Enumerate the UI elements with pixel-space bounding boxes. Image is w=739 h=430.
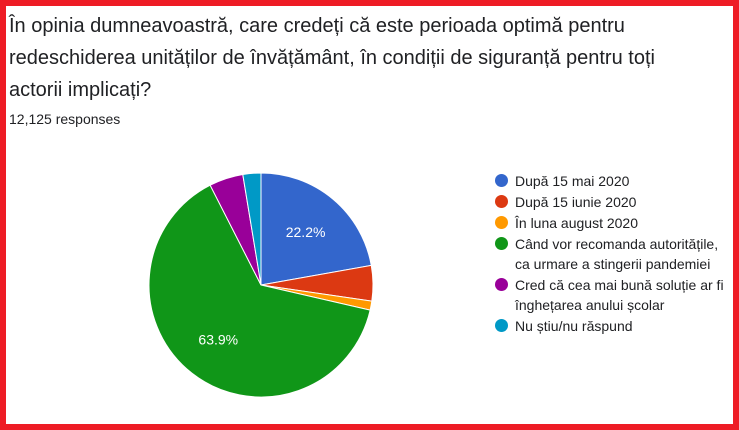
legend-dot-icon xyxy=(495,174,508,187)
pie-slice-1 xyxy=(260,172,372,286)
legend-dot-icon xyxy=(495,216,508,229)
legend-item-3[interactable]: În luna august 2020 xyxy=(495,213,725,233)
legend-item-2[interactable]: După 15 iunie 2020 xyxy=(495,192,725,212)
legend-item-5[interactable]: Cred că cea mai bună soluție ar fi înghe… xyxy=(495,275,725,315)
legend-item-6[interactable]: Nu știu/nu răspund xyxy=(495,316,725,336)
legend-item-1[interactable]: După 15 mai 2020 xyxy=(495,171,725,191)
question-title: În opinia dumneavoastră, care credeți că… xyxy=(9,15,655,101)
legend-dot-icon xyxy=(495,319,508,332)
legend-label: Când vor recomanda autoritățile, ca urma… xyxy=(515,236,719,272)
chart-legend: După 15 mai 2020 După 15 iunie 2020 În lun… xyxy=(495,171,725,337)
slice-label-4: 63.9% xyxy=(198,332,238,348)
pie-slice-6 xyxy=(242,172,262,286)
legend-dot-icon xyxy=(495,278,508,291)
legend-label: Cred că cea mai bună soluție ar fi înghe… xyxy=(515,277,724,313)
legend-dot-icon xyxy=(495,195,508,208)
response-count: 12,125 responses xyxy=(9,111,121,127)
slice-label-1: 22.2% xyxy=(286,224,326,240)
legend-label: În luna august 2020 xyxy=(515,215,638,231)
pie-slice-4 xyxy=(148,184,371,398)
legend-label: După 15 iunie 2020 xyxy=(515,194,637,210)
legend-label: Nu știu/nu răspund xyxy=(515,318,633,334)
legend-dot-icon xyxy=(495,237,508,250)
legend-item-4[interactable]: Când vor recomanda autoritățile, ca urma… xyxy=(495,234,725,274)
legend-label: După 15 mai 2020 xyxy=(515,173,630,189)
